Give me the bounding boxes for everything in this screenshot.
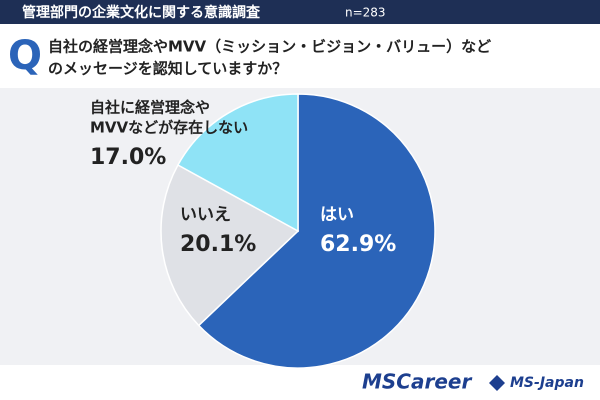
slice-label: MVVなどが存在しない <box>90 119 248 137</box>
question-mark: Q <box>8 33 42 79</box>
value-label: 17.0% <box>90 145 166 170</box>
header-title: 管理部門の企業文化に関する意識調査 <box>22 4 261 21</box>
value-label: 62.9% <box>320 232 396 257</box>
slice-label: いいえ <box>180 205 231 225</box>
question-line: 自社の経営理念やMVV（ミッション・ビジョン・バリュー）など <box>48 38 491 56</box>
slice-label: 自社に経営理念や <box>90 99 210 117</box>
header-bar <box>0 0 600 24</box>
sample-size: n=283 <box>345 6 386 20</box>
value-label: 20.1% <box>180 232 256 257</box>
logo: MS-Japan <box>510 375 584 391</box>
pie-slice <box>160 163 300 327</box>
pie: はい 62.9% いいえ 20.1% 自社に経営理念や MVVなどが存在しない 17.0% <box>90 93 436 369</box>
logo-icon <box>489 375 505 391</box>
pie-slice <box>197 93 436 369</box>
question-line: のメッセージを認知していますか？ <box>48 60 287 78</box>
logo: MSCareer <box>362 370 472 394</box>
pie-slice <box>176 93 299 233</box>
slice-label: はい <box>320 205 354 225</box>
